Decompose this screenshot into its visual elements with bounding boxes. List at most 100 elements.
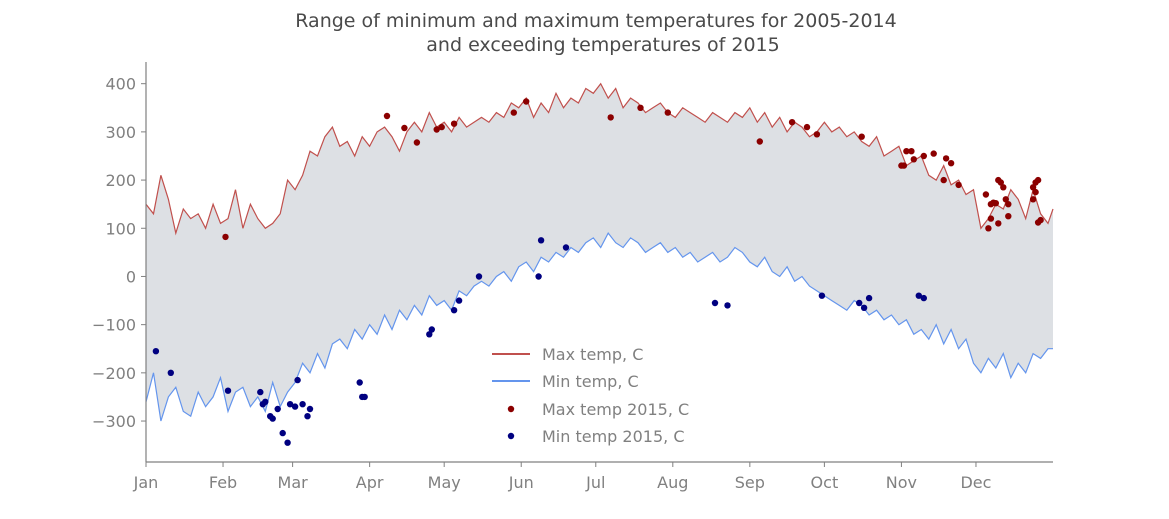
series-max-line: [145, 82, 1054, 236]
max-2015-point: [920, 152, 927, 160]
x-tick-label: Feb: [209, 473, 237, 492]
max-2015-point: [1005, 213, 1012, 220]
axes: 400 300 200 100 0 −100 −200 −300 Jan Feb Mar Apr May…: [92, 62, 1053, 492]
x-tick-label: Sep: [735, 473, 765, 492]
min-2015-point: [860, 304, 868, 311]
max-2015-point: [637, 104, 644, 112]
max-2015-point: [1000, 184, 1007, 191]
max-2015-point: [992, 200, 999, 207]
legend-label: Min temp, C: [542, 372, 639, 391]
min-2015-point: [920, 294, 927, 302]
min-2015-point: [284, 439, 291, 446]
max-2015-point: [985, 225, 992, 232]
max-2015-point: [942, 155, 950, 162]
max-2015-point: [222, 233, 229, 241]
max-2015-point: [1032, 188, 1039, 196]
x-tick-label: May: [428, 473, 461, 492]
min-2015-point: [356, 379, 363, 386]
x-tick-label: Oct: [811, 473, 839, 492]
max-2015-point: [664, 109, 671, 116]
min-2015-point: [475, 273, 483, 280]
min-2015-point: [562, 244, 570, 251]
min-2015-point: [724, 302, 731, 309]
min-2015-point: [537, 237, 545, 244]
max-2015-point: [401, 124, 408, 132]
min-2015-point: [167, 369, 174, 376]
x-tick-label: Dec: [960, 473, 991, 492]
y-tick-label: 400: [105, 75, 136, 94]
max-2015-point: [1029, 184, 1037, 191]
min-2015-point: [711, 299, 719, 307]
max-2015-point: [987, 215, 995, 222]
min-2015-point: [428, 326, 435, 333]
max-2015-point: [756, 138, 763, 145]
y-tick-label: −300: [92, 412, 136, 431]
min-2015-point: [361, 393, 368, 401]
min-2015-point: [262, 398, 269, 405]
max-2015-point: [898, 162, 905, 169]
x-tick-label: Jun: [508, 473, 534, 492]
max-2015-point: [803, 123, 811, 131]
min-2015-point: [865, 294, 873, 302]
x-tick-label: Aug: [657, 473, 688, 492]
x-tick-label: Nov: [886, 473, 917, 492]
y-tick-label: −200: [92, 364, 136, 383]
range-fill: [146, 83, 1053, 421]
min-2015-point: [856, 299, 863, 307]
y-tick-label: 0: [126, 267, 136, 286]
min-2015-point: [455, 297, 463, 304]
y-tick-label: 100: [105, 219, 136, 238]
max-2015-point: [903, 148, 910, 155]
x-tick-label: Apr: [356, 473, 384, 492]
legend-label: Max temp 2015, C: [542, 400, 689, 419]
min-2015-point: [299, 401, 306, 408]
max-2015-point: [788, 119, 796, 126]
max-2015-point: [997, 179, 1004, 186]
max-2015-point: [908, 148, 915, 155]
min-2015-point: [224, 387, 232, 394]
max-2015-point: [523, 98, 530, 105]
max-2015-point: [813, 131, 821, 138]
min-2015-point: [274, 405, 281, 413]
legend: Max temp, C Min temp, C Max temp 2015, C Mi…: [492, 345, 689, 446]
chart-title-line1: Range of minimum and maximum temperature…: [295, 10, 896, 32]
min-2015-point: [152, 348, 160, 355]
min-2015-point: [818, 292, 826, 299]
legend-min-2015-swatch: [507, 432, 515, 440]
max-2015-point: [1034, 176, 1042, 184]
min-2015-point: [269, 415, 276, 422]
x-tick-label: Mar: [278, 473, 309, 492]
min-2015-point: [426, 331, 433, 338]
max-2015-point: [947, 160, 955, 167]
max-2015-point: [940, 176, 947, 184]
max-2015-point: [995, 220, 1002, 227]
min-2015-point: [306, 405, 314, 413]
min-2015-point: [294, 376, 301, 384]
min-2015-point: [535, 273, 542, 280]
min-2015-point: [304, 413, 311, 420]
max-2015-point: [450, 120, 458, 127]
legend-label: Max temp, C: [542, 345, 643, 364]
max-2015-point: [433, 126, 440, 133]
max-2015-point: [1037, 216, 1044, 224]
min-2015-point: [257, 388, 264, 396]
plot-area: [145, 82, 1054, 446]
series-min-line: [145, 231, 1053, 422]
x-tick-label: Jul: [585, 473, 605, 492]
chart-title-line2: and exceeding temperatures of 2015: [426, 34, 779, 56]
max-2015-point: [858, 133, 865, 140]
x-tick-label: Jan: [133, 473, 159, 492]
max-2015-point: [955, 181, 962, 189]
max-2015-point: [607, 114, 614, 121]
max-2015-point: [438, 123, 445, 131]
y-tick-label: −100: [92, 316, 136, 335]
max-2015-point: [1029, 196, 1037, 203]
max-2015-point: [982, 191, 990, 198]
min-2015-point: [291, 403, 299, 410]
max-2015-point: [1005, 201, 1012, 208]
min-2015-point: [450, 307, 458, 314]
legend-label: Min temp 2015, C: [542, 427, 684, 446]
max-2015-point: [1002, 196, 1009, 203]
